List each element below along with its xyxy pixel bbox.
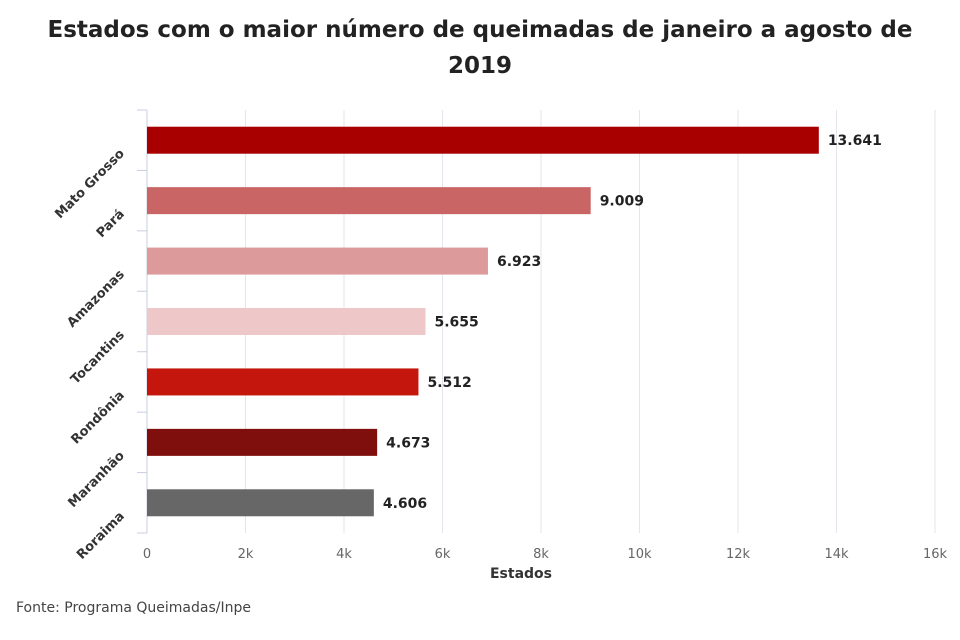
- x-tick-label: 2k: [238, 547, 254, 562]
- data-label: 9.009: [600, 194, 644, 210]
- data-label: 5.655: [435, 315, 479, 331]
- bar: [147, 308, 426, 335]
- data-label: 6.923: [497, 254, 541, 270]
- category-label: Maranhão: [66, 449, 128, 511]
- x-tick-label: 12k: [726, 547, 751, 562]
- x-tick-label: 8k: [533, 547, 549, 562]
- bar: [147, 489, 374, 517]
- category-label: Pará: [94, 207, 128, 241]
- source-note: Fonte: Programa Queimadas/Inpe: [16, 600, 251, 616]
- category-label: Amazonas: [64, 267, 128, 331]
- bar: [147, 368, 419, 396]
- bar: [147, 428, 378, 456]
- x-tick-label: 6k: [435, 547, 451, 562]
- data-label: 13.641: [828, 133, 882, 149]
- bar: [147, 187, 591, 215]
- x-tick-label: 14k: [824, 547, 849, 562]
- x-tick-label: 10k: [627, 547, 652, 562]
- x-tick-label: 16k: [923, 547, 948, 562]
- x-tick-label: 0: [143, 547, 151, 562]
- bar: [147, 247, 488, 275]
- category-label: Tocantins: [68, 328, 128, 388]
- data-label: 4.673: [386, 435, 430, 451]
- chart-title: Estados com o maior número de queimadas …: [47, 17, 913, 79]
- bar: [147, 126, 819, 154]
- data-label: 5.512: [427, 375, 471, 391]
- category-label: Roraima: [74, 509, 128, 563]
- category-label: Rondônia: [68, 388, 127, 447]
- x-axis-title: Estados: [490, 566, 552, 582]
- x-tick-label: 4k: [336, 547, 352, 562]
- data-label: 4.606: [383, 496, 427, 512]
